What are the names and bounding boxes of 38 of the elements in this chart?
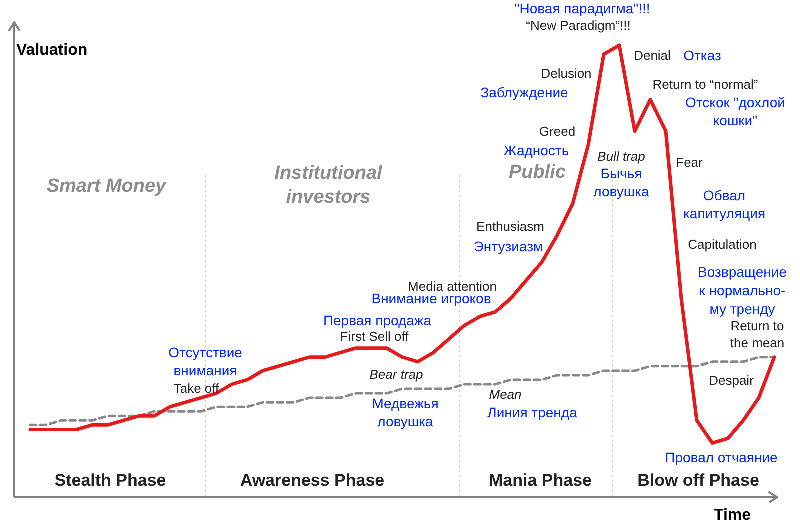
annotation: Despair bbox=[709, 373, 755, 388]
annotation: Awareness Phase bbox=[240, 471, 385, 490]
annotation: Public bbox=[508, 162, 566, 183]
annotation: Delusion bbox=[541, 66, 592, 81]
annotation: Bull trap bbox=[598, 149, 646, 164]
annotation: Enthusiasm bbox=[476, 219, 544, 234]
y-axis-title: Valuation bbox=[16, 42, 88, 59]
annotation: Mean bbox=[489, 387, 522, 402]
text: “New Paradigm”!!! bbox=[526, 18, 631, 33]
text: "Новая парадигма"!!! bbox=[514, 0, 650, 16]
annotation: Mania Phase bbox=[489, 471, 592, 490]
annotation: Бычья ловушка bbox=[594, 165, 650, 200]
annotation: Первая продажа bbox=[323, 312, 432, 328]
annotation: Return to the mean bbox=[730, 318, 785, 351]
annotation: Отскок "дохлой кошки" bbox=[686, 94, 786, 129]
annotation: Обвал капитуляция bbox=[683, 187, 766, 222]
annotation: Stealth Phase bbox=[54, 471, 166, 490]
annotation: Отказ bbox=[684, 48, 722, 64]
annotation: Denial bbox=[634, 48, 672, 63]
annotation: Отсутствие внимания bbox=[168, 344, 243, 379]
annotation: Smart Money bbox=[46, 176, 168, 197]
annotation: Заблуждение bbox=[480, 84, 569, 100]
annotation: Линия тренда bbox=[488, 404, 578, 420]
annotation: Capitulation bbox=[688, 237, 757, 252]
annotation: Медвежья ловушка bbox=[372, 395, 439, 430]
annotation: Возвращение к нормально-му тренду bbox=[698, 264, 788, 317]
x-axis-title: Time bbox=[714, 507, 752, 524]
annotation: First Sell off bbox=[340, 329, 410, 344]
annotation: Greed bbox=[539, 124, 576, 139]
annotation: Fear bbox=[676, 155, 704, 170]
annotation: Провал отчаяние bbox=[665, 450, 778, 466]
annotation: Жадность bbox=[504, 142, 570, 158]
annotation: Take off bbox=[174, 381, 220, 396]
annotation: Institutional investors bbox=[274, 162, 384, 208]
annotation: Энтузиазм bbox=[474, 238, 544, 254]
annotation: Return to “normal” bbox=[652, 77, 758, 92]
annotation: Blow off Phase bbox=[638, 471, 760, 490]
annotation: Bear trap bbox=[370, 367, 424, 382]
